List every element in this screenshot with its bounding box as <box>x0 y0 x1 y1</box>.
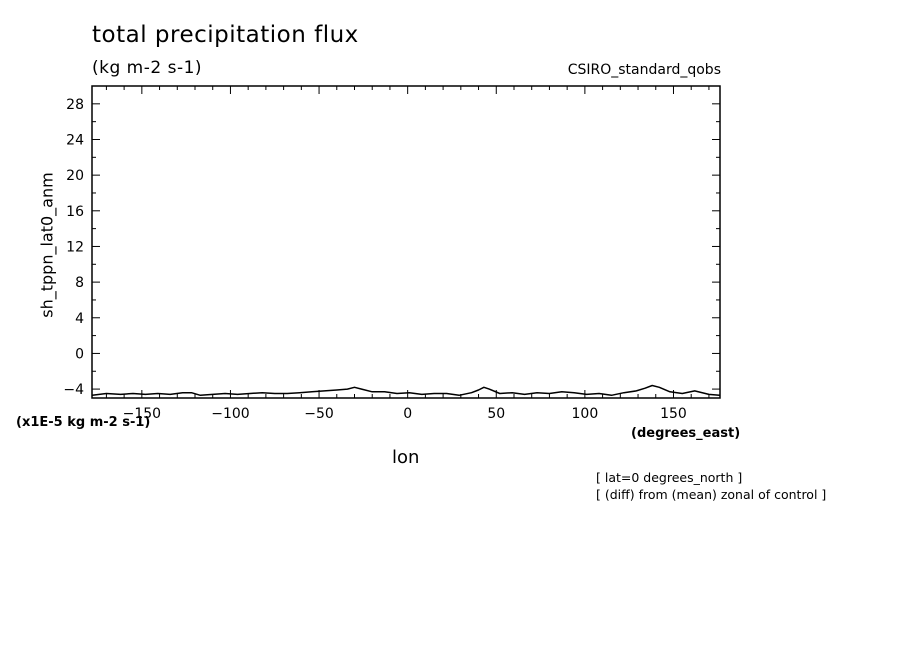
y-tick-label: 12 <box>66 239 84 255</box>
y-tick-label: 4 <box>75 311 84 327</box>
x-tick-label: 100 <box>572 406 599 422</box>
series-line <box>92 384 720 397</box>
y-tick-label: 8 <box>75 275 84 291</box>
x-tick-label: −100 <box>211 406 249 422</box>
x-axis-label: lon <box>392 447 420 468</box>
y-tick-label: 28 <box>66 97 84 113</box>
annotation-latitude: [ lat=0 degrees_north ] <box>596 470 743 485</box>
y-tick-label: −4 <box>63 382 84 398</box>
x-tick-label: 150 <box>660 406 687 422</box>
y-tick-label: 24 <box>66 132 84 148</box>
chart-title: total precipitation flux <box>92 22 359 48</box>
axis-ticks <box>92 85 720 398</box>
x-tick-label: 50 <box>487 406 505 422</box>
data-series <box>92 384 720 397</box>
x-tick-label: −150 <box>123 406 161 422</box>
x-axis-units: (degrees_east) <box>631 426 741 441</box>
x-tick-label: −50 <box>304 406 334 422</box>
y-tick-label: 16 <box>66 204 84 220</box>
source-label: CSIRO_standard_qobs <box>567 62 721 78</box>
x-tick-label: 0 <box>403 406 412 422</box>
plot-border <box>91 85 721 399</box>
axis-tick-labels: −150 −100 −50 0 50 100 150 −4 0 4 8 12 16 20 24 28 <box>63 97 686 422</box>
annotation-difference: [ (diff) from (mean) zonal of control ] <box>596 487 827 502</box>
y-tick-label: 20 <box>66 168 84 184</box>
chart-subtitle: (kg m-2 s-1) <box>92 58 203 78</box>
plot-frame <box>91 85 721 399</box>
y-tick-label: 0 <box>75 346 84 362</box>
y-scale-note: (x1E-5 kg m-2 s-1) <box>16 415 151 430</box>
